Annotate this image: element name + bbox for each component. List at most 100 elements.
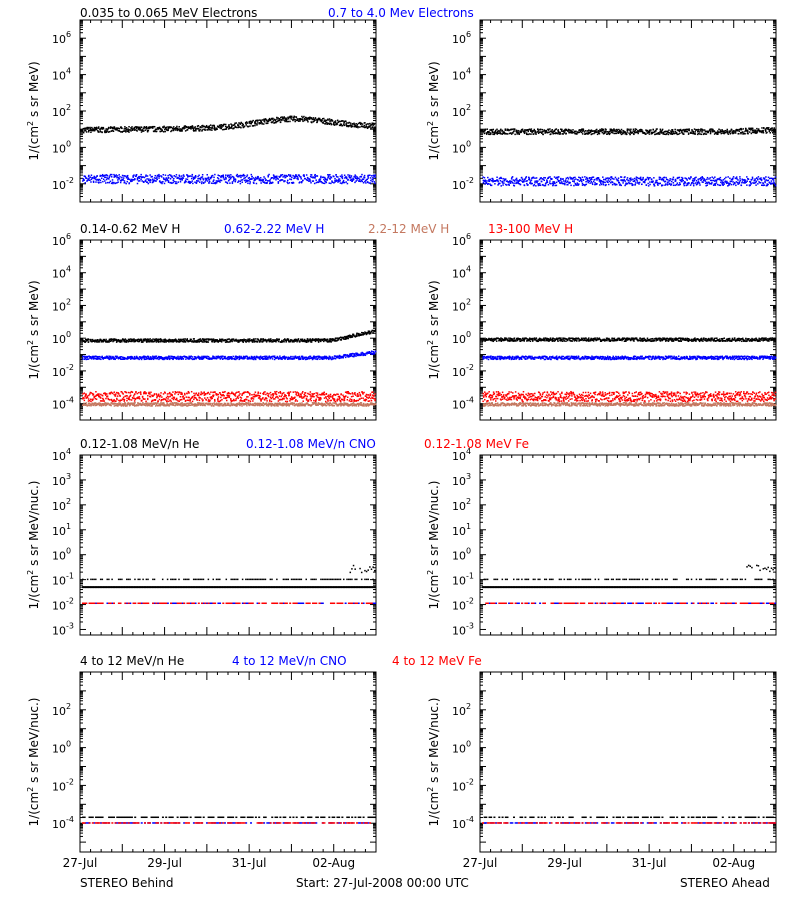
data-point	[261, 119, 264, 121]
data-point	[610, 128, 613, 131]
data-point	[154, 130, 156, 132]
data-point	[231, 340, 233, 343]
data-point	[219, 181, 221, 183]
data-point	[142, 176, 145, 178]
data-point	[722, 130, 725, 133]
data-point	[718, 131, 720, 134]
data-point	[345, 338, 347, 340]
data-point	[770, 183, 772, 185]
data-point	[233, 178, 235, 181]
data-point	[545, 129, 547, 132]
data-point	[292, 119, 294, 122]
data-point	[97, 127, 100, 129]
data-point	[359, 333, 361, 335]
data-point	[282, 176, 284, 178]
data-point	[570, 177, 573, 179]
data-point	[687, 133, 690, 135]
data-point	[183, 341, 185, 343]
data-point	[649, 177, 651, 179]
data-point	[164, 130, 166, 133]
data-point	[535, 131, 537, 133]
data-point	[516, 179, 518, 181]
data-point	[730, 180, 733, 183]
data-point	[141, 129, 144, 131]
data-point	[749, 127, 751, 130]
data-point	[720, 130, 723, 133]
data-point	[159, 180, 161, 182]
data-point	[290, 338, 292, 341]
data-point	[89, 129, 91, 132]
data-point	[269, 179, 271, 181]
data-point	[634, 129, 636, 132]
data-point	[100, 181, 102, 184]
data-point	[246, 174, 249, 176]
data-point	[286, 338, 289, 340]
data-point	[602, 181, 605, 183]
data-point	[345, 176, 348, 179]
data-point	[100, 127, 102, 130]
data-point	[539, 128, 542, 131]
data-point	[578, 180, 581, 182]
data-point	[202, 182, 205, 184]
data-point	[240, 339, 242, 342]
data-point	[324, 120, 326, 122]
data-point	[248, 121, 251, 123]
data-point	[563, 131, 565, 133]
data-point	[159, 130, 162, 133]
data-point	[625, 182, 627, 184]
data-point	[634, 128, 637, 130]
data-point	[198, 177, 201, 180]
data-point	[559, 182, 561, 184]
data-point	[349, 334, 351, 337]
data-point	[677, 129, 679, 132]
data-point	[721, 129, 723, 131]
data-point	[178, 126, 180, 128]
data-point	[541, 178, 543, 180]
data-point	[315, 181, 318, 184]
y-tick-label: 10 2	[452, 103, 471, 119]
data-point	[731, 178, 734, 181]
data-point	[496, 133, 499, 135]
data-point	[664, 183, 667, 185]
data-point	[522, 180, 524, 183]
data-point	[305, 117, 308, 119]
data-point	[240, 121, 243, 124]
data-point	[692, 181, 694, 183]
data-point	[729, 177, 731, 180]
data-point	[169, 178, 172, 180]
data-point	[148, 338, 150, 341]
data-point	[175, 358, 178, 360]
data-point	[158, 356, 160, 358]
data-point	[211, 127, 214, 129]
data-point	[578, 183, 580, 185]
data-point	[707, 131, 710, 134]
data-point	[123, 356, 125, 359]
data-point	[622, 182, 624, 184]
data-point	[191, 180, 194, 182]
data-point	[528, 177, 531, 179]
data-point	[113, 357, 116, 359]
data-point	[226, 182, 229, 185]
y-axis-label: 1/(cm2 s sr MeV)	[426, 61, 441, 160]
data-point	[599, 181, 602, 183]
data-point	[234, 125, 237, 128]
data-point	[508, 184, 510, 186]
data-point	[521, 128, 524, 131]
data-point	[357, 126, 359, 128]
data-point	[761, 184, 763, 186]
data-point	[673, 132, 676, 135]
data-point	[150, 126, 153, 128]
data-point	[172, 179, 174, 182]
data-point	[372, 126, 374, 128]
data-point	[744, 179, 747, 181]
data-point	[254, 122, 257, 125]
data-point	[198, 338, 201, 341]
data-point	[611, 183, 614, 186]
data-point	[110, 126, 113, 129]
data-point	[260, 182, 262, 184]
data-point	[220, 341, 223, 343]
data-point	[653, 130, 656, 133]
data-point	[155, 128, 158, 130]
data-point	[135, 174, 138, 176]
data-point	[116, 339, 118, 342]
